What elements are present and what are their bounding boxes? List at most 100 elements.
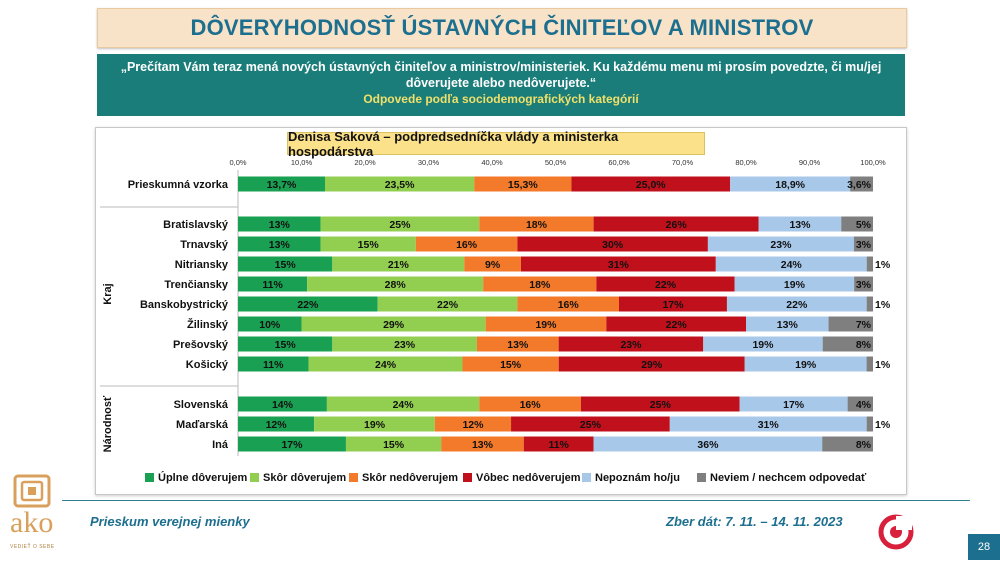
bar-segment <box>377 296 518 312</box>
data-label: 31% <box>608 259 630 271</box>
x-tick-label: 20,0% <box>354 158 376 167</box>
x-tick-label: 50,0% <box>545 158 567 167</box>
data-label: 24% <box>393 399 415 411</box>
data-label: 13% <box>472 439 494 451</box>
data-label: 8% <box>856 439 872 451</box>
group-label: Kraj <box>102 283 114 304</box>
data-label: 12% <box>266 419 288 431</box>
data-label: 25,0% <box>636 179 666 191</box>
x-tick-label: 100,0% <box>860 158 886 167</box>
data-label: 1% <box>875 299 891 311</box>
data-label: 30% <box>602 239 624 251</box>
legend-label: Neviem / nechcem odpovedať <box>710 472 867 484</box>
bar-segment <box>822 436 873 452</box>
data-label: 23% <box>394 339 416 351</box>
data-label: 18% <box>529 279 551 291</box>
x-tick-label: 30,0% <box>418 158 440 167</box>
data-label: 13% <box>777 319 799 331</box>
legend-label: Úplne dôverujem <box>158 471 247 484</box>
bar-segment <box>828 316 873 332</box>
data-label: 19% <box>784 279 806 291</box>
row-label: Iná <box>212 439 229 451</box>
data-label: 29% <box>383 319 405 331</box>
data-label: 11% <box>548 439 569 451</box>
data-label: 18% <box>526 219 548 231</box>
data-label: 5% <box>856 219 872 231</box>
footer-survey-name: Prieskum verejnej mienky <box>90 514 250 529</box>
data-label: 1% <box>875 359 891 371</box>
data-label: 12% <box>462 419 484 431</box>
bar-segment <box>314 416 435 432</box>
legend-swatch <box>145 473 154 482</box>
bar-segment <box>238 416 315 432</box>
data-label: 16% <box>520 399 542 411</box>
data-label: 3% <box>856 239 872 251</box>
bar-segment <box>520 256 716 272</box>
bar-segment <box>238 236 321 252</box>
legend-label: Vôbec nedôverujem <box>476 472 581 484</box>
data-label: 15% <box>275 259 297 271</box>
bar-segment <box>238 176 325 192</box>
row-label: Prieskumná vzorka <box>128 179 229 191</box>
logo-text: ako <box>10 506 54 539</box>
bar-segment <box>301 316 486 332</box>
bar-segment <box>703 336 823 352</box>
data-label: 1% <box>875 419 891 431</box>
legend-label: Nepoznám ho/ju <box>595 472 680 484</box>
logo-tagline: VEDIEŤ O SEBE <box>10 544 55 550</box>
data-label: 11% <box>262 279 283 291</box>
bar-segment <box>746 316 829 332</box>
bar-segment <box>726 296 867 312</box>
data-label: 23% <box>620 339 642 351</box>
bar-segment <box>866 256 873 272</box>
bar-segment <box>474 176 572 192</box>
question-line-1: „Prečítam Vám teraz mená nových ústavnýc… <box>120 60 882 74</box>
x-tick-label: 0,0% <box>229 158 246 167</box>
bar-segment <box>715 256 867 272</box>
bar-segment <box>558 336 704 352</box>
row-label: Košický <box>186 359 229 371</box>
bar-segment <box>580 396 740 412</box>
row-label: Nitriansky <box>175 259 229 271</box>
bar-segment <box>238 436 346 452</box>
data-label: 28% <box>385 279 407 291</box>
question-box: „Prečítam Vám teraz mená nových ústavnýc… <box>97 54 905 116</box>
data-label: 13,7% <box>267 179 297 191</box>
bar-segment <box>619 296 727 312</box>
bar-segment <box>238 336 333 352</box>
legend-swatch <box>582 473 591 482</box>
bar-segment <box>332 336 477 352</box>
data-label: 19% <box>535 319 557 331</box>
data-label: 25% <box>650 399 672 411</box>
bar-segment <box>479 396 581 412</box>
bar-segment <box>850 176 873 192</box>
slide-title: DÔVERYHODNOSŤ ÚSTAVNÝCH ČINITEĽOV A MINI… <box>190 15 814 40</box>
data-label: 15% <box>275 339 297 351</box>
bar-segment <box>345 436 442 452</box>
data-label: 3% <box>856 279 872 291</box>
bar-segment <box>734 276 855 292</box>
data-label: 29% <box>641 359 663 371</box>
bar-segment <box>866 356 873 372</box>
x-tick-label: 40,0% <box>481 158 503 167</box>
data-label: 21% <box>388 259 410 271</box>
bar-segment <box>332 256 465 272</box>
data-label: 3,6% <box>847 179 872 191</box>
data-label: 36% <box>697 439 719 451</box>
bar-segment <box>866 296 873 312</box>
question-subtitle: Odpovede podľa sociodemografických kateg… <box>363 92 639 106</box>
data-label: 11% <box>263 359 284 371</box>
question-line-2: dôverujete alebo nedôverujete.“ <box>405 76 597 90</box>
bar-segment <box>854 276 873 292</box>
bar-segment <box>307 276 484 292</box>
data-label: 26% <box>666 219 688 231</box>
data-label: 22% <box>666 319 688 331</box>
bar-segment <box>847 396 873 412</box>
data-label: 17% <box>281 439 303 451</box>
data-label: 15% <box>358 239 380 251</box>
data-label: 17% <box>783 399 805 411</box>
row-label: Trenčiansky <box>164 279 228 291</box>
data-label: 9% <box>485 259 501 271</box>
bar-segment <box>308 356 463 372</box>
bar-segment <box>593 436 823 452</box>
